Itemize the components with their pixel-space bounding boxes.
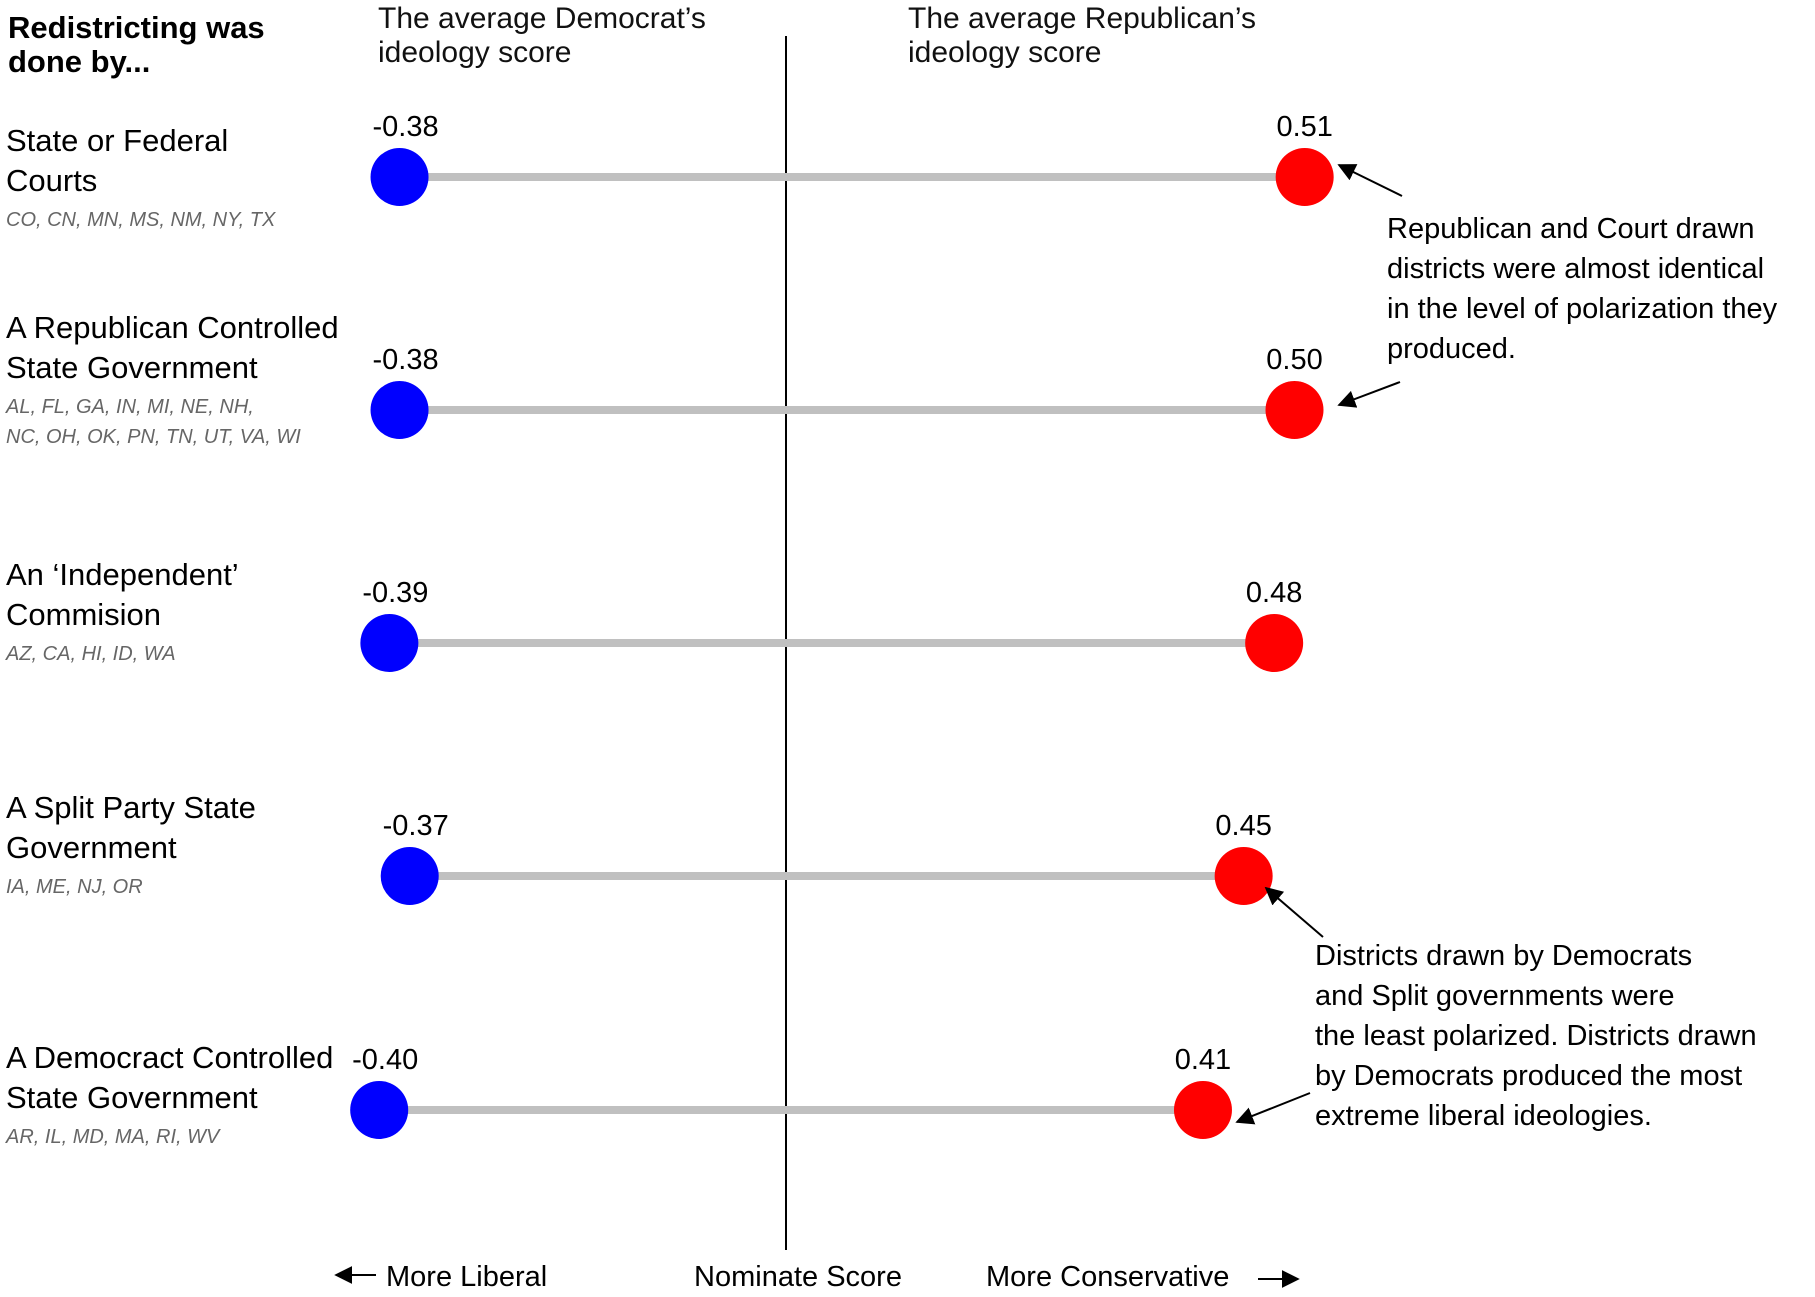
democrat-column-header-line: The average Democrat’s [378, 2, 706, 35]
democrat-value-label: -0.40 [352, 1044, 418, 1076]
republican-dot [1214, 847, 1273, 905]
republican-dot [1173, 1081, 1232, 1139]
row: A Democract Controlled State Government AR… [5, 1040, 1232, 1148]
row-states-line: AL, FL, GA, IN, MI, NE, NH, [5, 396, 254, 418]
republican-value-label: 0.50 [1266, 344, 1322, 376]
democrat-dot [370, 148, 429, 206]
row-label-line: State Government [6, 350, 258, 385]
democrat-value-label: -0.38 [372, 344, 438, 376]
row: State or Federal Courts CO, CN, MN, MS, NM… [6, 111, 1334, 231]
annotation-text-line: the least polarized. Districts drawn [1315, 1020, 1757, 1052]
axis-right-label: More Conservative [986, 1261, 1229, 1293]
row: An ‘Independent’ Commision AZ, CA, HI, ID,… [5, 557, 1304, 672]
republican-value-label: 0.48 [1246, 577, 1302, 609]
row-header-line: done by... [8, 44, 150, 79]
annotation-arrow [1264, 886, 1324, 938]
annotation-text-line: and Split governments were [1315, 980, 1674, 1012]
row-label-line: Commision [6, 597, 161, 632]
republican-value-label: 0.45 [1215, 810, 1271, 842]
row-states-line: IA, ME, NJ, OR [6, 876, 143, 898]
row-states-line: NC, OH, OK, PN, TN, UT, VA, WI [6, 426, 301, 448]
row: A Republican Controlled State Government A… [5, 310, 1324, 448]
row-label-line: State or Federal [6, 123, 228, 158]
row-label-line: A Split Party State [6, 790, 256, 825]
annotation-text-line: districts were almost identical [1387, 253, 1764, 285]
rows: State or Federal Courts CO, CN, MN, MS, NM… [5, 111, 1334, 1148]
annotation-text-line: in the level of polarization they [1387, 293, 1778, 325]
annotation-text-line: by Democrats produced the most [1315, 1060, 1742, 1092]
row-label-line: A Democract Controlled [6, 1040, 333, 1075]
row: A Split Party State Government IA, ME, NJ,… [6, 790, 1273, 905]
row-label-line: An ‘Independent’ [6, 557, 239, 592]
row-label-line: Courts [6, 163, 97, 198]
republican-value-label: 0.51 [1276, 111, 1332, 143]
axis-left-label: More Liberal [386, 1261, 547, 1293]
row-label-line: State Government [6, 1080, 258, 1115]
annotation-text-line: Republican and Court drawn [1387, 213, 1755, 245]
republican-dot [1265, 381, 1324, 439]
republican-value-label: 0.41 [1175, 1044, 1231, 1076]
democrat-column-header-line: ideology score [378, 36, 571, 69]
annotation-text-line: Districts drawn by Democrats [1315, 940, 1692, 972]
democrat-value-label: -0.39 [362, 577, 428, 609]
republican-column-header-line: ideology score [908, 36, 1101, 69]
democrat-value-label: -0.38 [372, 111, 438, 143]
democrat-dot [370, 381, 429, 439]
annotation-arrow [1235, 1092, 1311, 1125]
republican-dot [1275, 148, 1334, 206]
annotation-arrow [1337, 164, 1403, 197]
annotations: Republican and Court drawn districts were… [1235, 164, 1778, 1132]
democrat-dot [360, 614, 419, 672]
annotation-text-line: extreme liberal ideologies. [1315, 1100, 1652, 1132]
annotation-text-line: produced. [1387, 333, 1516, 365]
row-states-line: AR, IL, MD, MA, RI, WV [5, 1126, 221, 1148]
republican-column-header-line: The average Republican’s [908, 2, 1256, 35]
annotation-arrow [1337, 381, 1401, 408]
row-label-line: A Republican Controlled [6, 310, 339, 345]
republican-dot [1245, 614, 1304, 672]
row-label-line: Government [6, 830, 177, 865]
row-states-line: CO, CN, MN, MS, NM, NY, TX [6, 209, 276, 231]
democrat-value-label: -0.37 [383, 810, 449, 842]
row-states-line: AZ, CA, HI, ID, WA [5, 643, 176, 665]
democrat-dot [350, 1081, 409, 1139]
democrat-dot [380, 847, 439, 905]
row-header-line: Redistricting was [8, 10, 265, 45]
axis-center-label: Nominate Score [694, 1261, 902, 1293]
axis-footer: More Liberal Nominate Score More Conservat… [334, 1261, 1300, 1293]
